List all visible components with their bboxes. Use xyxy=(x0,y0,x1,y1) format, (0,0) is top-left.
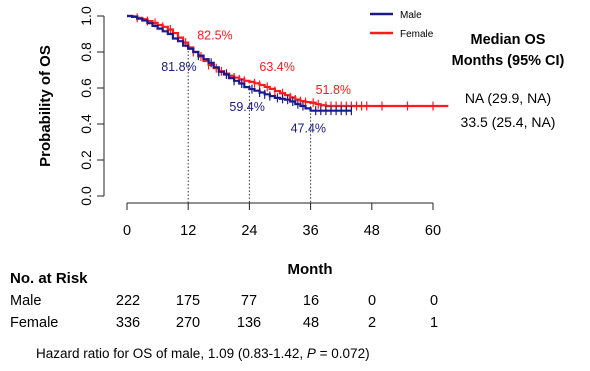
risk-cell: 16 xyxy=(302,293,320,309)
median-os-title: Median OS Months (95% CI) xyxy=(438,30,578,72)
y-axis-title: Probability of OS xyxy=(37,45,54,167)
hazard-ratio-footer: Hazard ratio for OS of male, 1.09 (0.83-… xyxy=(36,346,370,361)
risk-cell: 270 xyxy=(175,315,201,331)
risk-cell: 2 xyxy=(367,315,377,331)
curves xyxy=(127,13,449,116)
risk-cell: 0 xyxy=(429,293,439,309)
y-tick-label: 0.6 xyxy=(78,78,94,98)
x-tick-label: 48 xyxy=(364,223,380,239)
annotation-male: 81.8% xyxy=(161,60,196,74)
median-female-value: NA (29.9, NA) xyxy=(464,90,552,106)
annotation-male: 59.4% xyxy=(229,100,264,114)
risk-cell: 0 xyxy=(367,293,377,309)
y-tick-label: 0.0 xyxy=(78,186,94,206)
guide-lines xyxy=(187,47,312,203)
hr-prefix: Hazard ratio for OS of male, 1.09 (0.83-… xyxy=(36,346,307,361)
annotation-labels: 81.8% 82.5% 59.4% 63.4% 47.4% 51.8% xyxy=(161,29,351,136)
x-tick-label: 12 xyxy=(180,223,196,239)
risk-cell: 336 xyxy=(115,315,141,331)
risk-cell: 77 xyxy=(240,293,258,309)
risk-cell: 175 xyxy=(175,293,201,309)
risk-cell: 136 xyxy=(236,315,262,331)
risk-cell: 1 xyxy=(429,315,439,331)
y-tick-label: 0.4 xyxy=(78,114,94,134)
risk-cell: 222 xyxy=(115,293,141,309)
x-tick-label: 60 xyxy=(425,223,441,239)
x-tick-label: 36 xyxy=(303,223,319,239)
risk-row-label: Female xyxy=(10,315,59,331)
y-tick-label: 1.0 xyxy=(78,6,94,26)
annotation-female: 63.4% xyxy=(259,60,294,74)
median-title-line2: Months (95% CI) xyxy=(451,53,565,69)
median-title-line1: Median OS xyxy=(470,32,546,48)
hr-p: P xyxy=(306,346,316,361)
y-tick-label: 0.8 xyxy=(78,42,94,62)
x-tick-label: 0 xyxy=(123,223,131,239)
y-tick-label: 0.2 xyxy=(78,150,94,170)
series-line-male xyxy=(127,14,352,112)
x-tick-label: 24 xyxy=(241,223,257,239)
x-axis-title: Month xyxy=(288,261,333,278)
hr-suffix: = 0.072) xyxy=(315,346,370,361)
risk-cell: 48 xyxy=(302,315,320,331)
legend-label-female: Female xyxy=(400,29,434,40)
risk-table-title: No. at Risk xyxy=(10,270,88,287)
legend-label-male: Male xyxy=(400,10,422,21)
annotation-female: 51.8% xyxy=(316,83,351,97)
axes: 0.0 0.2 0.4 0.6 0.8 1.0 0 12 24 36 48 60 Probability… xyxy=(37,6,441,278)
legend: Male Female xyxy=(370,10,434,40)
risk-row-label: Male xyxy=(10,293,42,309)
median-male-value: 33.5 (25.4, NA) xyxy=(460,114,556,130)
annotation-female: 82.5% xyxy=(197,29,232,43)
annotation-male: 47.4% xyxy=(291,122,326,136)
